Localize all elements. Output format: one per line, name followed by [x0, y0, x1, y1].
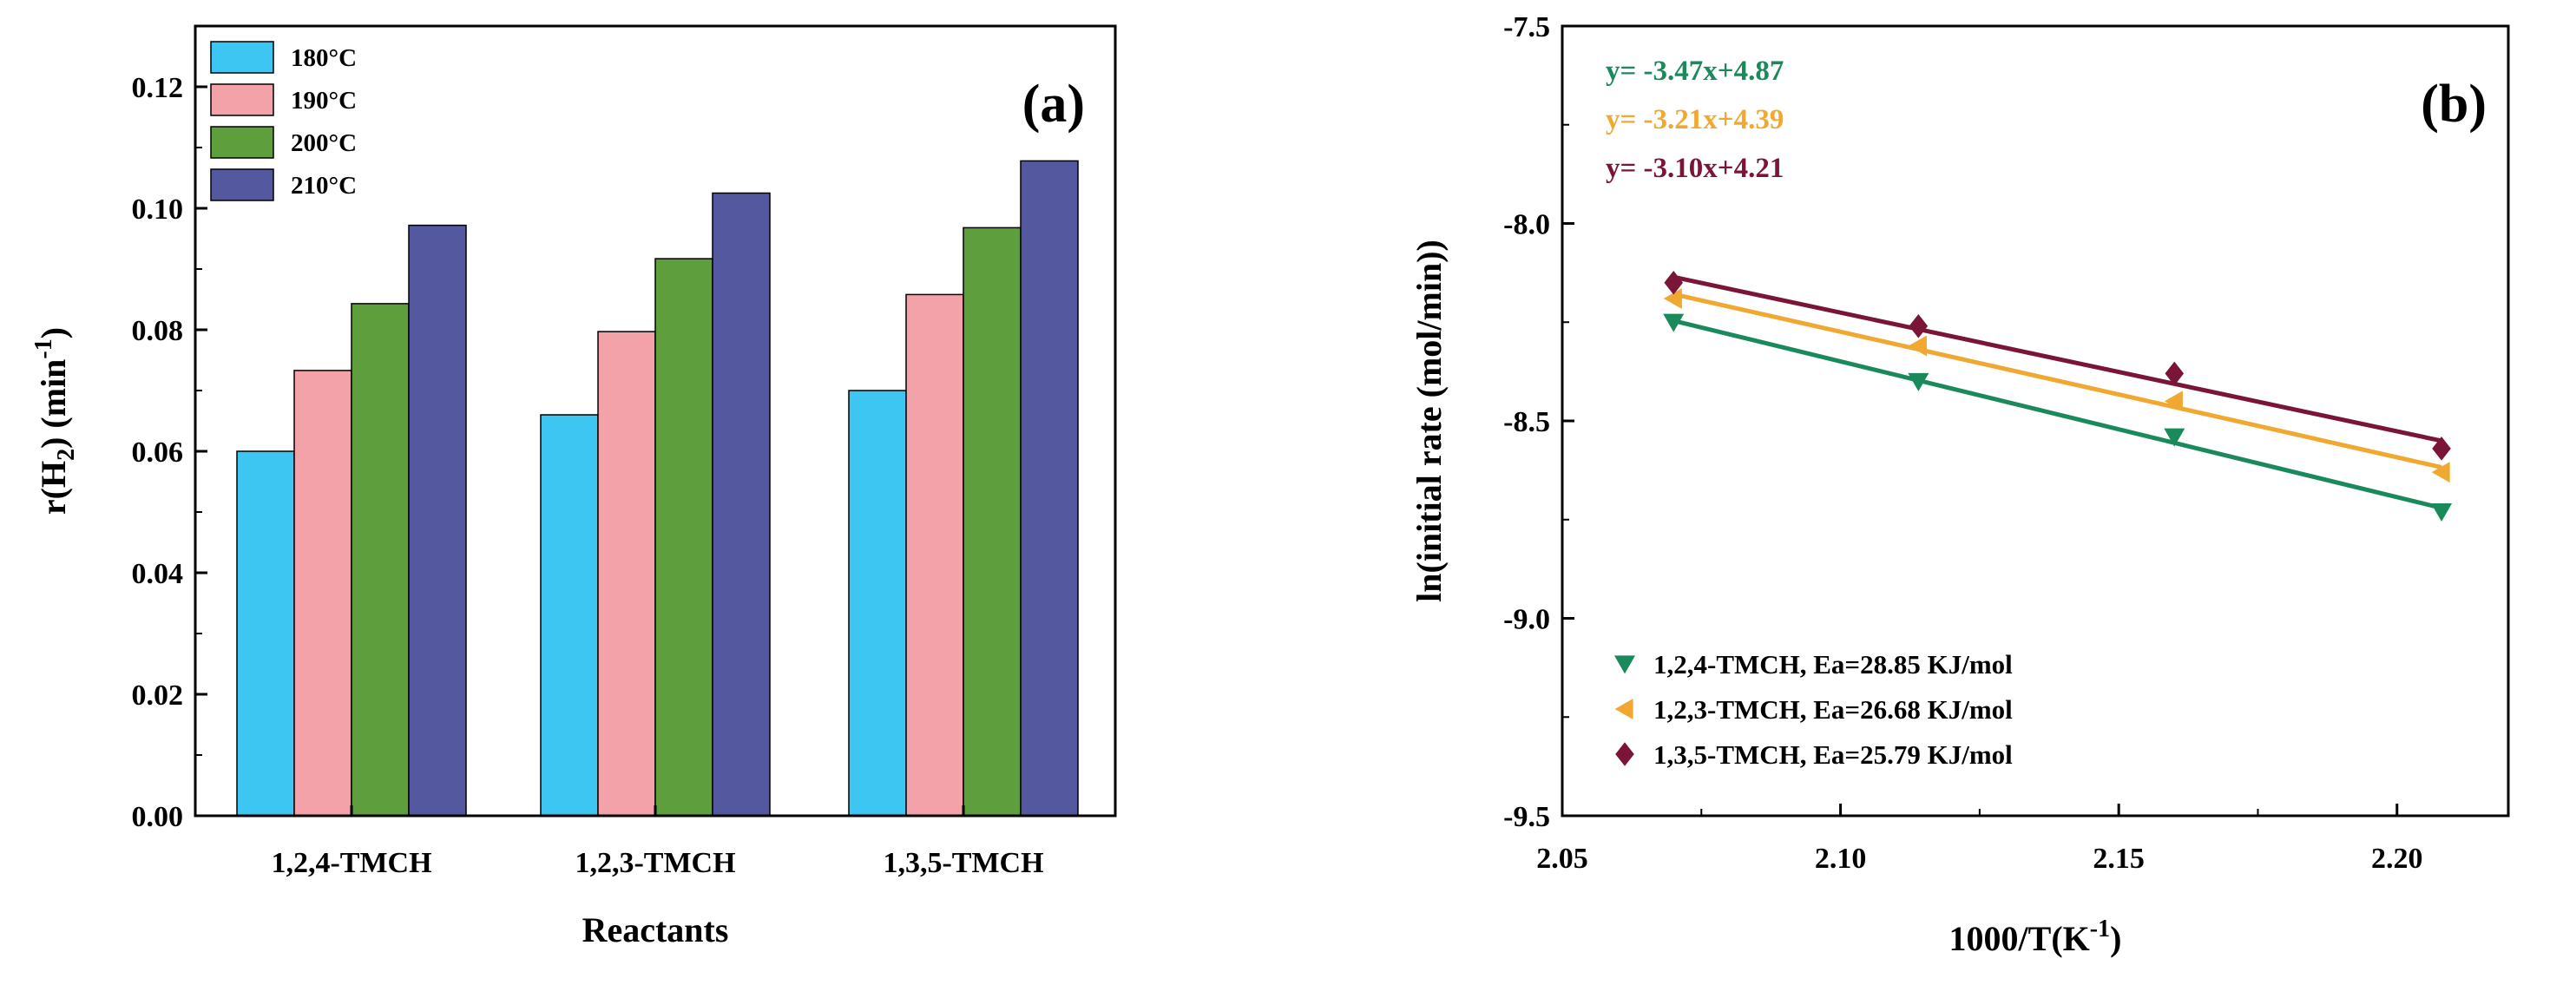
fit-equation: y= -3.21x+4.39 — [1606, 104, 1784, 135]
legend-label: 190°C — [291, 87, 357, 115]
bar — [905, 293, 964, 817]
bar — [597, 331, 656, 817]
x-axis-label-a: Reactants — [582, 910, 729, 949]
fit-equation: y= -3.10x+4.21 — [1606, 153, 1784, 184]
x-axis-label-b: 1000/T(K-1) — [1949, 916, 2122, 958]
y-tick-label: 0.04 — [132, 558, 184, 590]
y-label-a-main: r(H — [34, 461, 73, 515]
x-label-b-main: 1000/T(K — [1949, 919, 2090, 958]
scatter-chart-panel-b: -7.5 -8.0 -8.5 -9.0 -9.5 2.05 2.10 2.15 2.20 (b… — [1410, 11, 2510, 958]
y-tick-label: 0.02 — [132, 680, 184, 712]
data-point — [2164, 428, 2185, 447]
data-point — [1908, 372, 1929, 391]
fit-line — [1672, 318, 2442, 510]
bar — [963, 227, 1022, 817]
x-tick-label: 1,2,3-TMCH — [575, 847, 735, 879]
legend-a: 180°C 190°C 200°C 210°C — [210, 41, 357, 201]
data-point — [1908, 335, 1927, 357]
bar — [408, 224, 467, 817]
y-tick-label: 0.12 — [132, 72, 184, 104]
legend-swatch — [210, 168, 274, 201]
panel-label-b: (b) — [2421, 75, 2487, 134]
legend-swatch — [210, 83, 274, 116]
x-tick-label: 1,2,4-TMCH — [271, 847, 431, 879]
legend-marker — [1615, 742, 1634, 766]
legend-swatch — [210, 41, 274, 74]
legend-b: 1,2,4-TMCH, Ea=28.85 KJ/mol 1,2,3-TMCH, E… — [1614, 649, 2013, 770]
data-points — [1663, 270, 2453, 522]
fit-line — [1672, 274, 2442, 443]
y-tick-label: -9.5 — [1503, 801, 1550, 833]
legend-label: 210°C — [291, 172, 357, 200]
legend-label: 1,2,3-TMCH, Ea=26.68 KJ/mol — [1653, 694, 2013, 725]
legend-label: 1,3,5-TMCH, Ea=25.79 KJ/mol — [1653, 739, 2013, 770]
bar — [540, 414, 599, 817]
x-tick-label: 2.10 — [1815, 843, 1867, 875]
y-tick-label: 0.10 — [132, 194, 184, 226]
bar — [654, 258, 713, 817]
x-tick-label: 2.20 — [2371, 843, 2423, 875]
data-point — [2164, 391, 2183, 412]
bar — [1020, 160, 1079, 817]
y-ticks-a: 0.00 0.02 0.04 0.06 0.08 0.10 0.12 — [132, 72, 207, 833]
bar — [236, 450, 295, 817]
y-label-a-rest: ) (min — [34, 359, 73, 449]
bar-group — [236, 160, 1079, 817]
data-point — [2431, 462, 2450, 483]
x-tick-label: 2.15 — [2093, 843, 2145, 875]
y-label-a-sub: 2 — [53, 449, 80, 461]
legend-swatch — [210, 126, 274, 159]
data-point — [1663, 313, 1685, 332]
legend-marker — [1614, 699, 1633, 719]
y-axis-label-b: ln(initial rate (mol/min)) — [1410, 240, 1449, 602]
y-label-a-end: ) — [34, 327, 73, 338]
y-tick-label: -7.5 — [1503, 11, 1550, 43]
x-ticks-b: 2.05 2.10 2.15 2.20 — [1536, 804, 2423, 875]
y-axis-label-a: r(H2) (min-1) — [30, 327, 80, 515]
bar — [848, 390, 907, 817]
data-point — [1664, 270, 1684, 295]
data-point — [1663, 287, 1682, 309]
data-point — [2165, 361, 2185, 386]
y-tick-label: 0.08 — [132, 315, 184, 347]
fit-line — [1672, 292, 2442, 470]
x-tick-label: 2.05 — [1536, 843, 1588, 875]
y-ticks-b: -7.5 -8.0 -8.5 -9.0 -9.5 — [1503, 11, 1574, 833]
bar — [712, 192, 771, 817]
x-ticks-a: 1,2,4-TMCH 1,2,3-TMCH 1,3,5-TMCH — [271, 805, 1044, 879]
data-point — [1909, 314, 1929, 338]
legend-label: 180°C — [291, 44, 357, 72]
y-tick-label: -8.0 — [1503, 209, 1550, 241]
panel-label-a: (a) — [1022, 75, 1085, 134]
y-tick-label: -9.0 — [1503, 604, 1550, 636]
y-tick-label: -8.5 — [1503, 406, 1550, 438]
data-point — [2431, 503, 2453, 522]
x-label-b-sup: -1 — [2090, 916, 2110, 942]
data-point — [2432, 437, 2451, 461]
x-tick-label: 1,3,5-TMCH — [883, 847, 1043, 879]
bar — [293, 370, 352, 817]
bar-chart-panel-a: 0.000.020.040.060.080.100.12 1,2,4-TMCH 1… — [30, 24, 1117, 949]
fit-equations: y= -3.47x+4.87 y= -3.21x+4.39 y= -3.10x+4.… — [1606, 56, 1784, 184]
legend-label: 1,2,4-TMCH, Ea=28.85 KJ/mol — [1653, 649, 2013, 680]
legend-label: 200°C — [291, 129, 357, 157]
y-label-a-sup: -1 — [30, 338, 57, 358]
x-label-b-end: ) — [2110, 919, 2121, 958]
y-tick-label: 0.06 — [132, 437, 184, 469]
fit-lines — [1672, 274, 2442, 510]
legend-marker — [1614, 655, 1635, 674]
y-tick-label: 0.00 — [132, 801, 184, 833]
bar — [351, 303, 410, 817]
fit-equation: y= -3.47x+4.87 — [1606, 56, 1784, 87]
